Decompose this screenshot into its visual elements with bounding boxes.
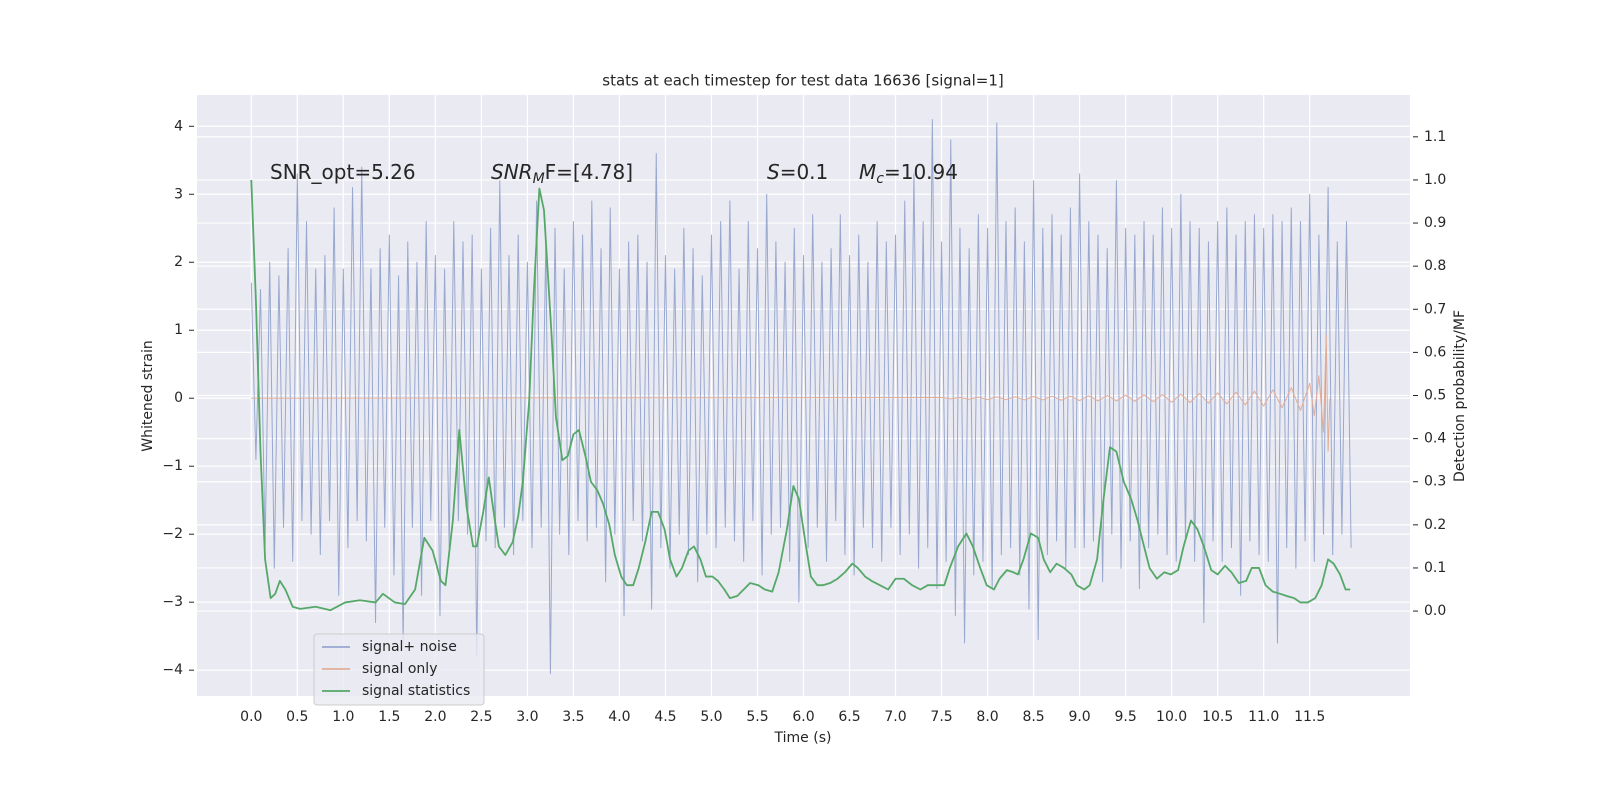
y-tick-label: −2 xyxy=(162,526,183,542)
legend: signal+ noise signal only signal statistic… xyxy=(313,633,485,706)
annotation-subscript: M xyxy=(533,171,545,187)
y2-tick-label: 0.8 xyxy=(1424,258,1446,274)
y2-tick-label: 0.5 xyxy=(1424,388,1446,404)
legend-label: signal statistics xyxy=(362,683,470,699)
y-tick-label: −1 xyxy=(162,458,183,474)
x-tick-label: 10.0 xyxy=(1156,709,1187,725)
chart-title: stats at each timestep for test data 166… xyxy=(602,72,1003,90)
annotation-text: F=[4.78] xyxy=(545,160,633,184)
annotation: SNR_opt=5.26 xyxy=(270,160,416,184)
y2-axis-label: Detection probability/MF xyxy=(1452,310,1468,482)
x-tick-label: 6.0 xyxy=(792,709,814,725)
y2-tick-label: 0.2 xyxy=(1424,517,1446,533)
y-tick-label: 1 xyxy=(174,322,183,338)
series-line xyxy=(251,335,1331,452)
x-tick-label: 11.5 xyxy=(1294,709,1325,725)
annotation-subscript: c xyxy=(876,171,884,187)
y2-tick-label: 1.0 xyxy=(1424,172,1446,188)
annotation-symbol: SNR xyxy=(491,160,533,184)
y2-tick-label: 0.0 xyxy=(1424,603,1446,619)
legend-label: signal only xyxy=(362,661,437,677)
annotation-text: SNR_opt=5.26 xyxy=(270,160,416,184)
x-tick-label: 8.0 xyxy=(976,709,998,725)
x-tick-label: 5.5 xyxy=(746,709,768,725)
x-tick-label: 3.0 xyxy=(516,709,538,725)
y2-tick-label: 1.1 xyxy=(1424,129,1446,145)
x-tick-label: 4.5 xyxy=(654,709,676,725)
x-tick-label: 7.5 xyxy=(930,709,952,725)
y-tick-label: 3 xyxy=(174,186,183,202)
x-tick-label: 6.5 xyxy=(838,709,860,725)
y-tick-label: 4 xyxy=(174,118,183,134)
annotation: S=0.1 xyxy=(767,160,828,184)
x-tick-label: 0.5 xyxy=(286,709,308,725)
annotation-symbol: M xyxy=(859,160,876,184)
x-axis-label: Time (s) xyxy=(774,730,832,746)
y-tick-label: 0 xyxy=(174,390,183,406)
labels: 0.0 0.5 1.0 1.5 2.0 2.5 3.0 3.5 4.0 4.5 5.0 5.5 6.0 6… xyxy=(162,118,1446,725)
y-tick-label: −4 xyxy=(162,662,183,678)
x-tick-label: 2.5 xyxy=(470,709,492,725)
y-axis-label: Whitened strain xyxy=(140,340,156,451)
x-tick-label: 7.0 xyxy=(884,709,906,725)
y2-tick-label: 0.4 xyxy=(1424,431,1446,447)
x-tick-label: 8.5 xyxy=(1022,709,1044,725)
y2-tick-label: 0.6 xyxy=(1424,344,1446,360)
y-tick-label: −3 xyxy=(162,594,183,610)
series-line xyxy=(250,179,1351,612)
legend-label: signal+ noise xyxy=(362,639,457,655)
annotation: Mc=10.94 xyxy=(859,160,958,188)
x-tick-label: 9.0 xyxy=(1068,709,1090,725)
legend-box xyxy=(313,633,485,706)
annotation-text: =10.94 xyxy=(884,160,958,184)
annotation-text: =0.1 xyxy=(780,160,829,184)
x-tick-label: 1.0 xyxy=(332,709,354,725)
x-tick-label: 5.0 xyxy=(700,709,722,725)
x-tick-label: 11.0 xyxy=(1248,709,1279,725)
y2-tick-label: 0.7 xyxy=(1424,301,1446,317)
x-tick-label: 2.0 xyxy=(424,709,446,725)
annotation-symbol: S xyxy=(767,160,780,184)
x-tick-label: 1.5 xyxy=(378,709,400,725)
x-tick-label: 3.5 xyxy=(562,709,584,725)
x-tick-label: 9.5 xyxy=(1114,709,1136,725)
series-line xyxy=(250,118,1352,675)
y2-tick-label: 0.3 xyxy=(1424,474,1446,490)
marks xyxy=(250,118,1352,675)
x-tick-label: 0.0 xyxy=(240,709,262,725)
y2-tick-label: 0.1 xyxy=(1424,560,1446,576)
annotation: SNRMF=[4.78] xyxy=(491,160,633,188)
x-tick-label: 4.0 xyxy=(608,709,630,725)
y2-tick-label: 0.9 xyxy=(1424,215,1446,231)
y-tick-label: 2 xyxy=(174,254,183,270)
x-tick-label: 10.5 xyxy=(1202,709,1233,725)
